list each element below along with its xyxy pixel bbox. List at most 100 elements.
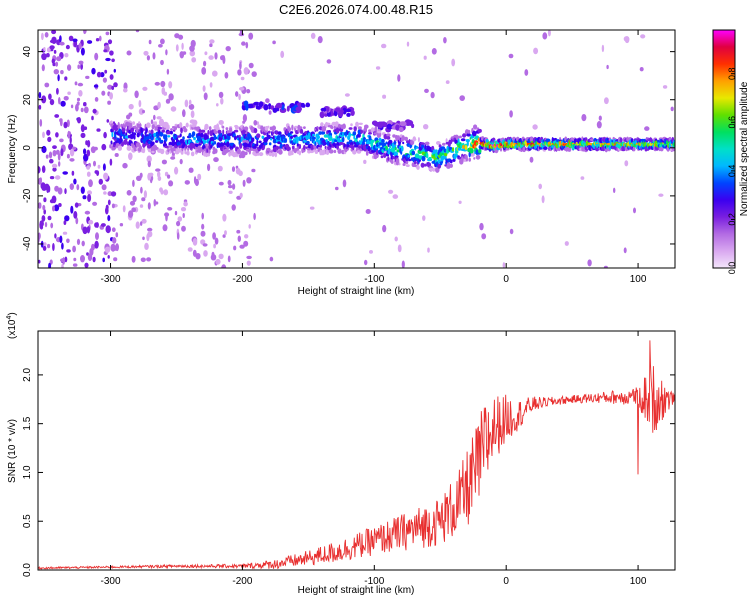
spectrogram-noise-blob [51,58,55,64]
spectrogram-noise-blob [44,221,48,228]
spectrogram-band-blob [393,151,398,157]
spectrogram-noise-blob [397,244,402,253]
spectrogram-noise-blob [431,48,437,55]
spectrogram-noise-blob [180,207,187,212]
spectrogram-band-blob [223,148,229,154]
spectrogram-noise-blob [148,39,152,45]
spectrogram-noise-blob [76,97,81,102]
spectrogram-band-blob [131,127,135,133]
spectrogram-noise-blob [52,167,57,172]
spectrogram-noise-blob [41,187,47,191]
spectrogram-noise-blob [215,258,221,265]
spectrogram-noise-blob [236,229,241,234]
spectrogram-noise-blob [140,221,143,226]
spectrogram-noise-blob [94,97,99,102]
spectrogram-band-blob [118,137,123,144]
spectrogram-noise-blob [54,185,59,192]
spectrogram-noise-blob [401,260,405,268]
spectrogram-band-core [533,143,535,146]
spectrogram-noise-blob [88,179,93,188]
spectrogram-band-blob [264,137,269,141]
spectrogram-noise-blob [77,82,84,87]
spectrogram-noise-blob [110,191,117,197]
spectrogram-noise-blob [547,30,551,37]
spectrogram-noise-blob [147,230,153,238]
spectrogram-band-blob [303,126,306,129]
spectrogram-feature-blob [245,104,249,111]
spectrogram-band-blob [620,137,623,143]
spectrogram-noise-blob [52,243,55,251]
spectrogram-feature-blob [345,108,352,113]
spectrogram-band-blob [460,138,466,142]
spectrogram-band-blob [352,131,357,136]
spectrogram-noise-blob [109,92,113,100]
spectrogram-noise-blob [39,220,44,227]
spectrogram-noise-blob [184,180,190,185]
spectrogram-noise-blob [80,186,85,194]
spectrogram-noise-blob [111,85,115,90]
spectrogram-feature-blob [296,107,302,111]
spectrogram-noise-blob [69,183,75,191]
colorbar-tick-label: 0.0 [727,262,737,275]
spectrogram-noise-blob [142,86,148,91]
spectrogram-noise-blob [97,164,101,169]
spectrogram-band-blob [370,139,375,143]
spectrogram-noise-blob [49,158,54,164]
spectrogram-x-tick-label: 100 [630,274,647,285]
spectrogram-noise-blob [542,32,548,40]
spectrogram-band-blob [197,126,200,131]
snr-y-tick-label: 1.0 [22,465,33,479]
spectrogram-band-blob [179,133,182,138]
spectrogram-band-blob [256,133,261,139]
spectrogram-noise-blob [58,97,61,105]
spectrogram-noise-blob [344,93,350,97]
spectrogram-noise-blob [41,64,45,72]
spectrogram-noise-blob [587,259,592,267]
spectrogram-band-blob [341,136,345,143]
spectrogram-y-tick-label: -20 [22,188,33,203]
spectrogram-band-blob [220,142,225,147]
spectrogram-noise-blob [52,150,57,157]
spectrogram-noise-blob [104,69,108,74]
spectrogram-noise-blob [598,115,602,121]
spectrogram-noise-blob [87,253,93,261]
spectrogram-band-blob [268,142,272,146]
spectrogram-noise-blob [422,215,426,221]
spectrogram-band-blob [271,131,275,135]
spectrogram-noise-blob [397,74,401,82]
spectrogram-noise-blob [658,193,664,197]
spectrogram-noise-blob [538,183,542,190]
spectrogram-noise-blob [633,207,636,214]
spectrogram-noise-blob [170,106,177,112]
spectrogram-x-tick-label: -300 [101,274,121,285]
spectrogram-band-blob [438,144,442,148]
spectrogram-feature-blob [263,104,269,111]
spectrogram-band-core [566,143,568,146]
spectrogram-noise-blob [375,66,381,70]
spectrogram-band-blob [401,135,405,141]
spectrogram-noise-blob [128,103,134,110]
spectrogram-band-blob [252,146,257,149]
spectrogram-band-blob [161,129,165,133]
spectrogram-noise-blob [55,61,59,67]
spectrogram-noise-blob [41,145,47,154]
spectrogram-band-core [590,143,592,146]
spectrogram-band-blob [142,147,146,154]
spectrogram-noise-blob [604,97,609,105]
spectrogram-band-blob [328,135,332,139]
spectrogram-band-core [601,143,603,146]
spectrogram-band-blob [402,163,406,166]
spectrogram-noise-blob [87,40,93,44]
spectrogram-band-blob [353,127,357,132]
spectrogram-noise-blob [246,255,252,260]
spectrogram-feature-blob [257,105,261,110]
spectrogram-noise-blob [233,245,237,251]
spectrogram-noise-blob [227,255,231,263]
spectrogram-noise-blob [41,32,44,41]
spectrogram-band-blob [131,131,134,137]
spectrogram-band-blob [462,133,467,138]
spectrogram-feature-blob [374,126,378,133]
spectrogram-noise-blob [157,101,161,109]
